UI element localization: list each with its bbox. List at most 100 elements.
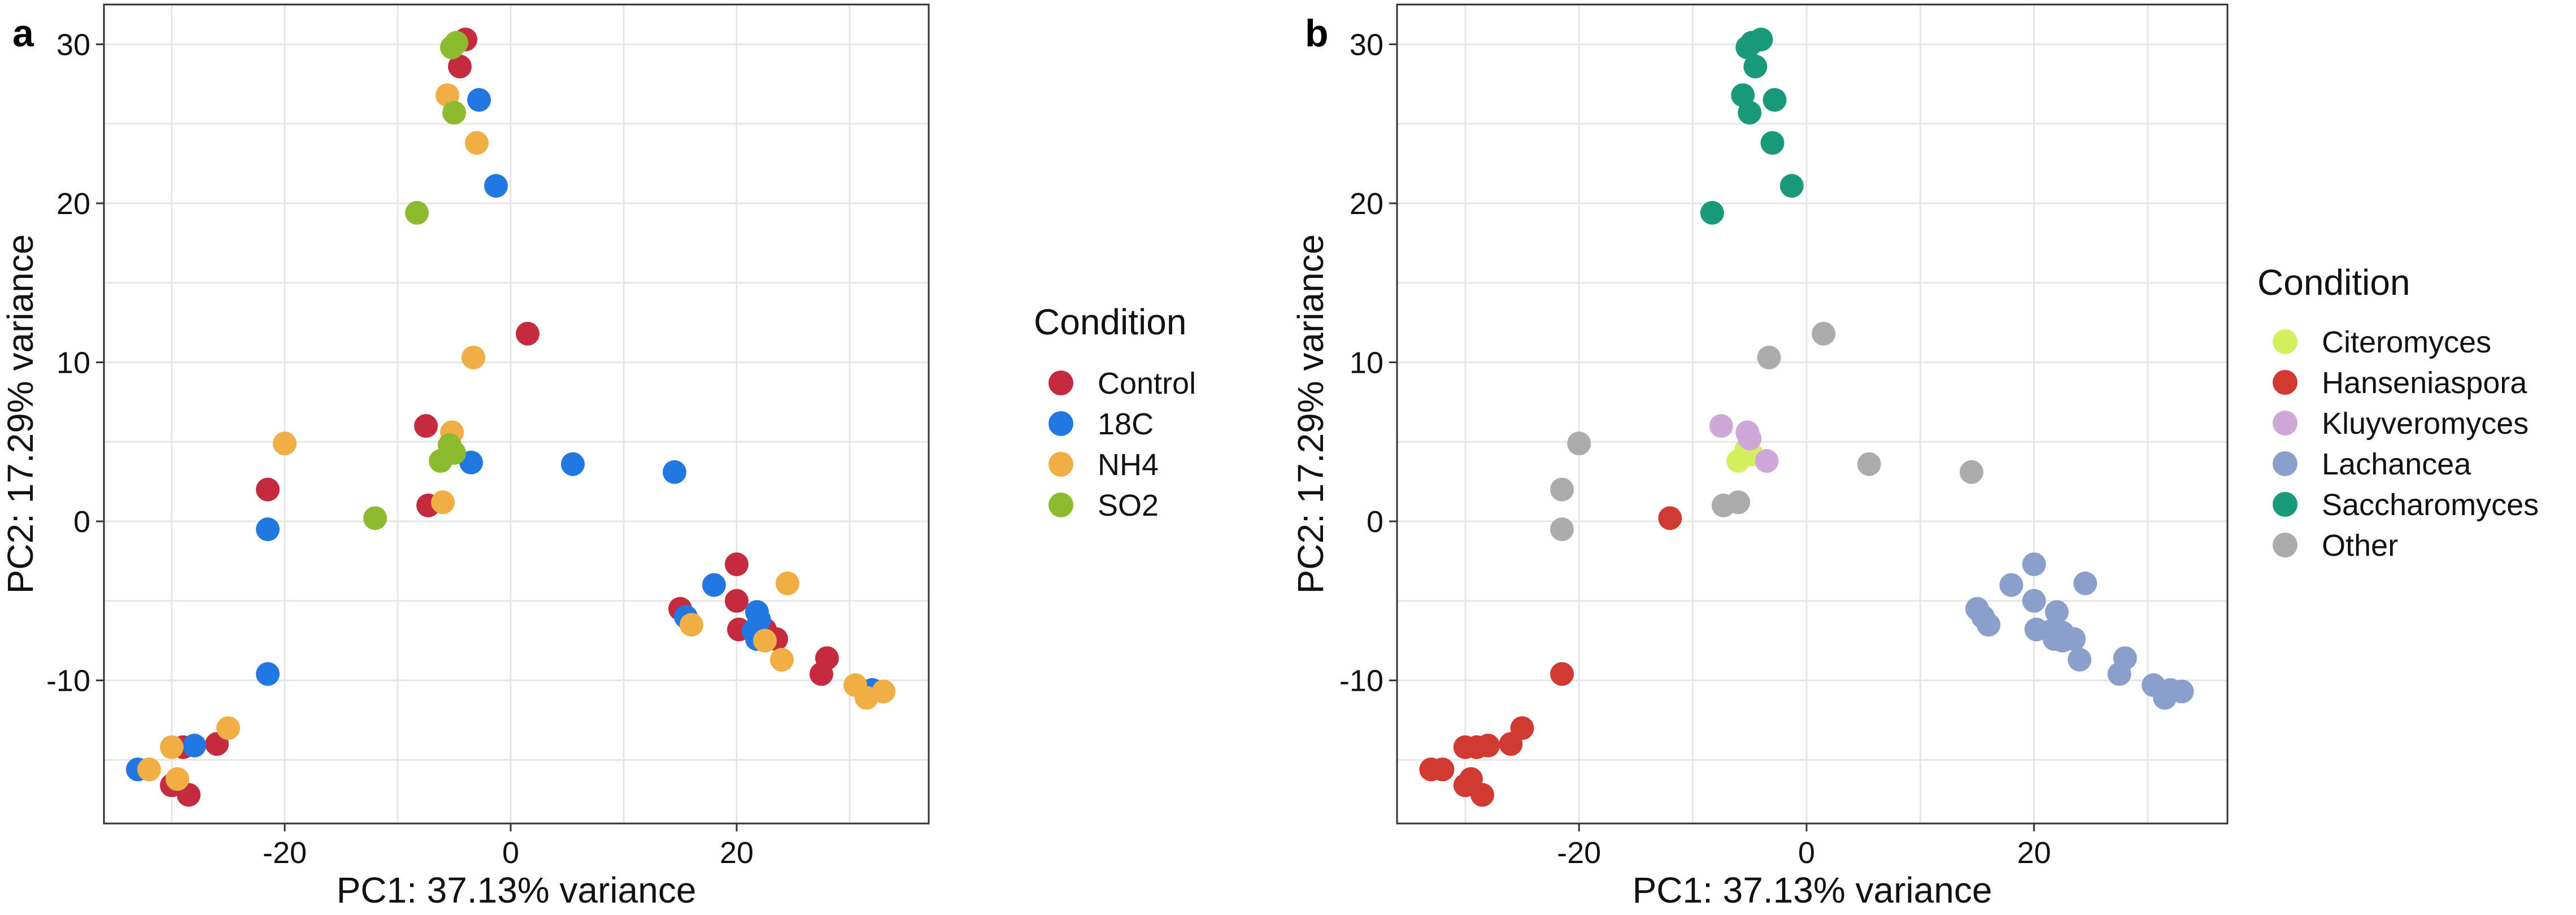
data-point-other: [1757, 346, 1781, 369]
legend-label: Saccharomyces: [2322, 488, 2539, 522]
legend-swatch: [2273, 533, 2297, 557]
y-tick-label: 10: [1350, 346, 1383, 380]
data-point-hanseniaspora: [1550, 662, 1574, 686]
data-point-control: [414, 414, 438, 438]
data-point-nh4: [216, 716, 240, 740]
panel-b-legend-title: Condition: [2257, 262, 2410, 303]
data-point-18c: [484, 174, 508, 198]
data-point-kluyveromyces: [1738, 426, 1762, 451]
legend-label: Kluyveromyces: [2322, 407, 2529, 441]
data-point-nh4: [166, 767, 189, 791]
panel-b-y-axis-title: PC2: 17.29% variance: [1290, 234, 1331, 594]
data-point-18c: [182, 734, 206, 757]
data-point-other: [1857, 452, 1881, 476]
data-point-nh4: [872, 679, 895, 704]
data-point-lachancea: [2068, 648, 2092, 672]
x-tick-label: 0: [1798, 836, 1815, 870]
x-tick-label: 20: [2017, 836, 2051, 870]
panel-b-frame: [1396, 3, 2229, 825]
data-point-18c: [663, 460, 686, 484]
data-point-lachancea: [2073, 571, 2098, 595]
data-point-lachancea: [2107, 662, 2131, 686]
data-point-control: [725, 589, 749, 613]
data-point-nh4: [431, 490, 455, 515]
data-point-so2: [363, 506, 387, 530]
data-point-kluyveromyces: [1755, 449, 1779, 473]
y-tick-label: -10: [1339, 664, 1383, 698]
data-point-hanseniaspora: [1453, 735, 1477, 759]
data-point-18c: [256, 517, 280, 542]
data-point-control: [516, 321, 539, 346]
legend-item: Saccharomyces: [2273, 488, 2539, 522]
legend-item: Kluyveromyces: [2273, 407, 2529, 441]
data-point-other: [1711, 493, 1735, 517]
data-point-saccharomyces: [1743, 54, 1768, 79]
legend-item: SO2: [1048, 489, 1159, 522]
data-point-hanseniaspora: [1470, 783, 1494, 807]
legend-item: NH4: [1048, 448, 1159, 482]
data-point-control: [256, 477, 280, 502]
data-point-saccharomyces: [1738, 101, 1762, 125]
data-point-18c: [467, 88, 491, 112]
panel-a-legend-title: Condition: [1034, 302, 1186, 342]
y-tick-label: 10: [56, 346, 90, 380]
y-tick-label: 30: [1350, 28, 1383, 62]
data-point-nh4: [273, 432, 297, 456]
x-tick-label: 0: [502, 836, 519, 870]
legend-label: Other: [2322, 529, 2398, 563]
data-point-other: [1812, 321, 1836, 346]
data-point-so2: [442, 101, 466, 125]
panel-b-legend: Condition Citeromyces Hanseniaspora Kluy…: [2257, 262, 2539, 563]
y-tick-label: 20: [1350, 187, 1383, 221]
data-point-nh4: [770, 648, 794, 672]
data-point-nh4: [776, 571, 799, 595]
data-point-other: [1550, 517, 1574, 542]
data-point-so2: [405, 201, 429, 225]
legend-item: Other: [2273, 529, 2398, 563]
data-point-saccharomyces: [1779, 174, 1804, 198]
legend-swatch: [1048, 493, 1073, 517]
legend-swatch: [2273, 451, 2297, 476]
y-tick-label: 0: [73, 505, 90, 539]
data-point-hanseniaspora: [1499, 732, 1523, 756]
data-point-saccharomyces: [1700, 201, 1724, 225]
data-point-nh4: [137, 757, 161, 782]
panel-b-label: b: [1305, 12, 1329, 55]
legend-label: Hanseniaspora: [2322, 366, 2527, 400]
data-point-nh4: [465, 131, 489, 155]
data-point-lachancea: [2044, 600, 2069, 624]
legend-swatch: [1048, 411, 1073, 436]
x-tick-label: -20: [263, 836, 307, 870]
data-point-lachancea: [1977, 613, 2001, 637]
panel-a-gridlines: [104, 5, 929, 823]
legend-swatch: [2273, 329, 2297, 354]
legend-swatch: [1048, 452, 1073, 477]
data-point-saccharomyces: [1735, 36, 1760, 59]
data-point-lachancea: [2022, 552, 2046, 577]
panel-a-legend: Condition Control 18C NH4 SO2: [1034, 302, 1196, 522]
legend-swatch: [2273, 411, 2297, 435]
data-point-so2: [442, 441, 466, 465]
panel-a-y-axis-title: PC2: 17.29% variance: [0, 234, 41, 594]
panel-a-points: [126, 27, 895, 807]
y-tick-label: 20: [56, 187, 90, 221]
legend-swatch: [2273, 370, 2297, 395]
data-point-other: [1550, 477, 1574, 502]
data-point-hanseniaspora: [1658, 506, 1682, 530]
panel-b-gridlines: [1397, 5, 2227, 823]
data-point-nh4: [753, 629, 777, 653]
legend-swatch: [2273, 492, 2297, 517]
data-point-control: [810, 662, 833, 686]
data-point-18c: [747, 608, 771, 632]
data-point-lachancea: [2051, 629, 2074, 653]
data-point-control: [725, 552, 749, 577]
legend-label: 18C: [1098, 407, 1154, 441]
data-point-saccharomyces: [1760, 131, 1785, 155]
panel-b-points: [1419, 27, 2194, 807]
panel-a-frame: [103, 3, 930, 825]
data-point-nh4: [160, 735, 184, 759]
y-tick-label: -10: [46, 664, 90, 698]
data-point-kluyveromyces: [1709, 414, 1733, 438]
data-point-nh4: [462, 346, 485, 369]
